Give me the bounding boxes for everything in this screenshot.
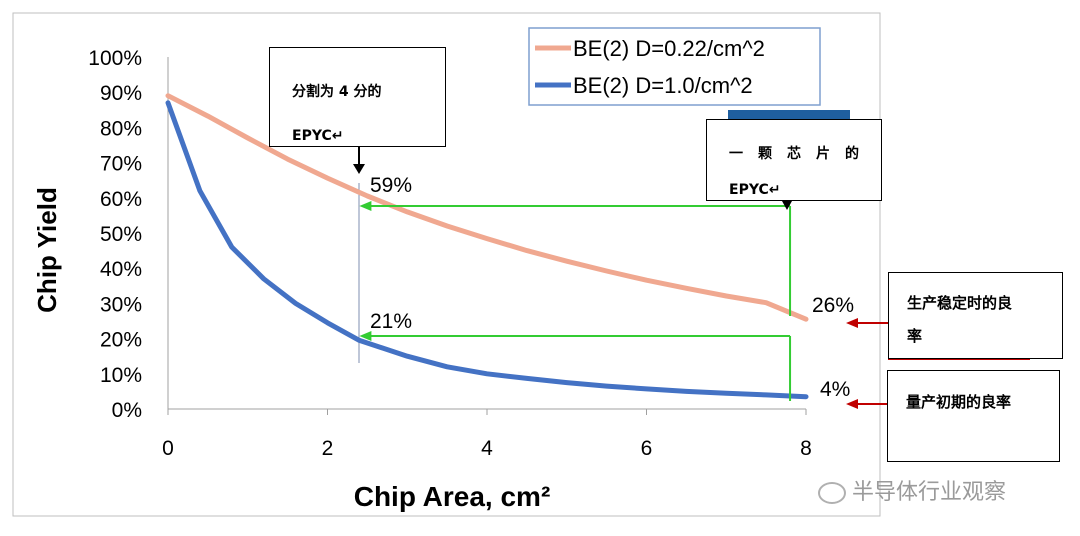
annotation-initial-yield-line1: 量产初期的良率 [906, 393, 1012, 411]
legend-box [528, 27, 821, 106]
annotation-stable-yield-line2: 率 [907, 327, 923, 345]
y-tick-label: 20% [100, 329, 142, 352]
y-tick-label: 40% [100, 258, 142, 281]
watermark: 半导体行业观察 [818, 474, 1006, 506]
x-axis-title: Chip Area, cm² [354, 481, 551, 512]
y-tick-label: 80% [100, 117, 142, 140]
value-label-3: 4% [820, 378, 850, 401]
x-tick-label: 2 [322, 437, 334, 460]
wechat-icon [818, 482, 846, 504]
value-label-1: 21% [370, 310, 412, 333]
y-tick-label: 70% [100, 153, 142, 176]
y-tick-label: 100% [88, 47, 142, 70]
annotation-epyc-four-way-line2: EPYC↵ [292, 128, 344, 144]
legend-label-1: BE(2) D=1.0/cm^2 [573, 73, 753, 98]
red-arrow-head-0 [846, 318, 858, 328]
y-tick-label: 0% [112, 399, 142, 422]
red-arrow-head-1 [846, 399, 858, 409]
series-line-1 [165, 100, 809, 400]
annotation-stable-yield: 生产稳定时的良 率 [888, 272, 1063, 359]
black-arrow-head-0 [353, 164, 365, 174]
legend: BE(2) D=0.22/cm^2 BE(2) D=1.0/cm^2 [528, 27, 821, 106]
value-label-0: 59% [370, 174, 412, 197]
value-labels: 59% 21% 26% 4% [370, 174, 854, 401]
y-tick-label: 10% [100, 364, 142, 387]
x-tick-label: 8 [800, 437, 812, 460]
series-layer [165, 93, 809, 400]
x-tick-label: 0 [162, 437, 174, 460]
value-label-2: 26% [812, 294, 854, 317]
tick-labels: 0% 10% 20% 30% 40% 50% 60% 70% 80% 90% 100% 0 2 4 6 8 [88, 47, 812, 460]
y-tick-label: 30% [100, 293, 142, 316]
annotation-arrows [353, 147, 1030, 409]
annotation-epyc-one-chip-line1: 一颗芯片的 [729, 146, 874, 162]
y-tick-label: 60% [100, 188, 142, 211]
y-axis-title: Chip Yield [32, 187, 62, 313]
black-arrow-head-1 [782, 201, 792, 210]
legend-label-0: BE(2) D=0.22/cm^2 [573, 36, 765, 61]
annotation-stable-yield-line1: 生产稳定时的良 [907, 294, 1013, 312]
y-tick-label: 50% [100, 223, 142, 246]
x-tick-label: 4 [481, 437, 493, 460]
y-tick-label: 90% [100, 82, 142, 105]
legend-overlap-stripe [728, 110, 850, 120]
annotation-initial-yield: 量产初期的良率 [887, 370, 1060, 462]
green-arrow-head-1 [359, 331, 372, 341]
annotation-epyc-one-chip: 一颗芯片的 EPYC↵ [706, 119, 882, 201]
watermark-text: 半导体行业观察 [852, 480, 1007, 505]
green-arrow-head-0 [359, 201, 372, 211]
annotation-epyc-one-chip-line2: EPYC↵ [729, 182, 781, 198]
annotation-epyc-four-way: 分割为 4 分的 EPYC↵ [269, 47, 446, 147]
annotation-epyc-four-way-line1: 分割为 4 分的 [292, 84, 382, 100]
x-tick-label: 6 [641, 437, 653, 460]
series-line-0 [165, 93, 809, 322]
